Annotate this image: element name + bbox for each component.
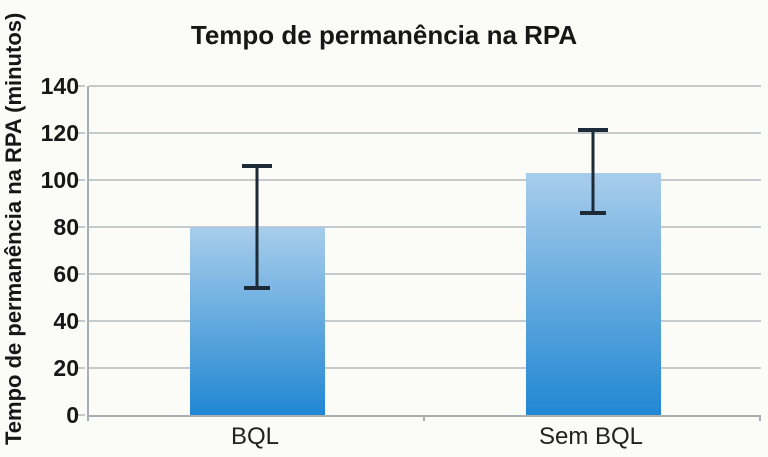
y-tick-label-140: 140 (40, 73, 79, 99)
error-bar-stem (591, 128, 595, 216)
gridline-100 (89, 178, 761, 181)
y-tick-label-20: 20 (53, 355, 79, 381)
y-tick-label-80: 80 (53, 214, 79, 240)
x-axis-labels: BQL Sem BQL (87, 423, 759, 455)
y-tick-mark-80 (78, 226, 85, 228)
error-bar-bql (241, 163, 273, 291)
y-tick-mark-140 (78, 85, 85, 87)
plot-area: 140 120 100 80 60 40 20 0 (41, 73, 761, 428)
y-tick-label-60: 60 (53, 260, 79, 287)
gridline-40 (89, 320, 761, 322)
gridline-140 (89, 85, 761, 87)
x-axis-tick (759, 415, 761, 421)
x-axis-tick (87, 415, 89, 421)
x-category-label-bql: BQL (230, 423, 280, 450)
y-tick-label-0: 0 (66, 402, 79, 428)
error-bar-stem (255, 163, 259, 291)
y-tick-mark-0 (78, 414, 85, 416)
y-tick-mark-100 (78, 178, 85, 181)
y-tick-mark-60 (78, 272, 85, 275)
x-category-label-sem-bql: Sem BQL (538, 423, 644, 450)
error-bar-cap-top (242, 163, 272, 168)
y-tick-label-100: 100 (40, 166, 79, 193)
y-tick-label-120: 120 (40, 119, 79, 146)
x-axis-tick (423, 415, 425, 421)
y-tick-mark-40 (78, 320, 85, 322)
gridline-120 (89, 131, 761, 134)
gridline-20 (89, 367, 761, 369)
chart-title: Tempo de permanência na RPA (190, 20, 578, 50)
error-bar-cap-top (578, 128, 608, 133)
y-tick-mark-120 (78, 131, 85, 134)
y-tick-mark-20 (78, 367, 85, 369)
gridline-60 (89, 272, 761, 275)
y-tick-label-40: 40 (53, 308, 79, 334)
error-bar-cap-bottom (244, 286, 270, 291)
error-bar-sem-bql (577, 128, 609, 216)
error-bar-cap-bottom (580, 211, 606, 216)
gridline-80 (89, 226, 761, 228)
